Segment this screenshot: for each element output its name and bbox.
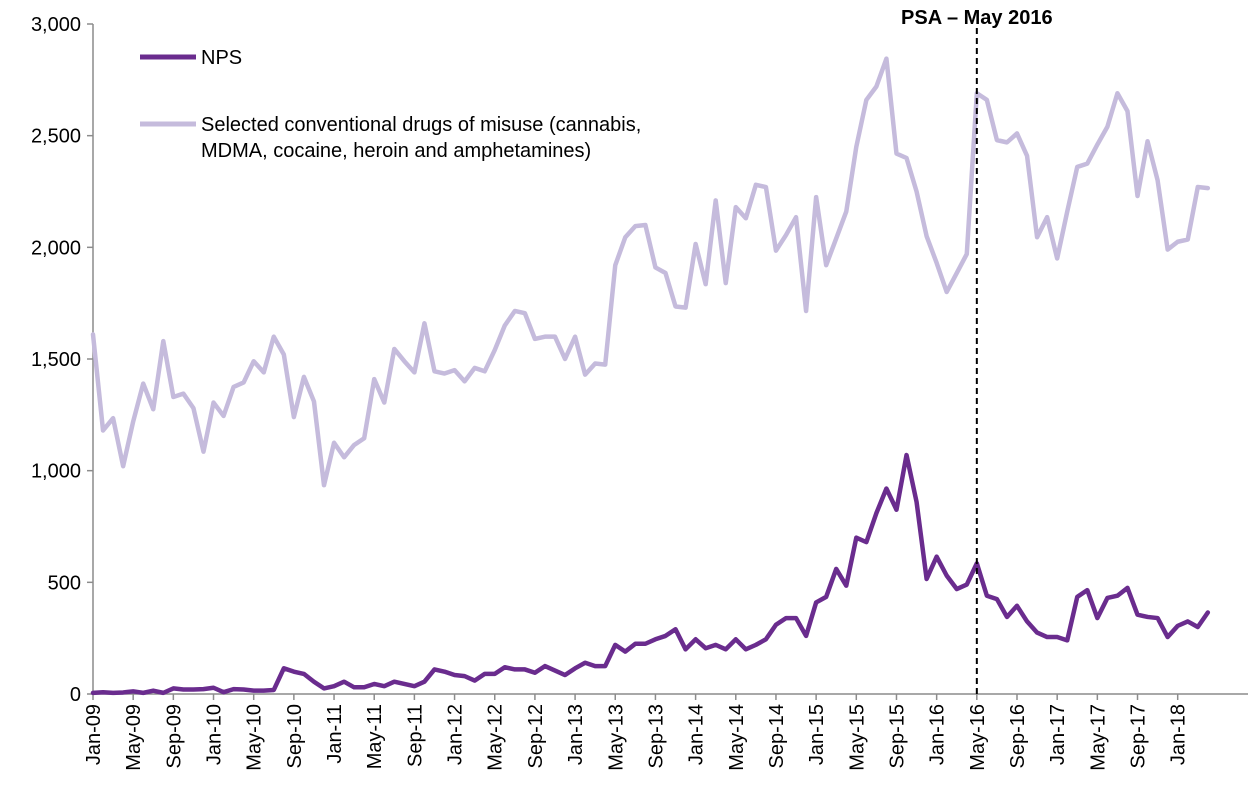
x-tick-label: Jan-11 <box>324 704 346 764</box>
x-tick-label: Jan-16 <box>927 704 949 765</box>
x-axis: Jan-09 May-09 Sep-09 Jan-10 May-10 Sep-10 Jan-… <box>83 693 1248 771</box>
x-tick-label: May-11 <box>364 704 386 769</box>
x-tick-label: Sep-13 <box>645 704 667 769</box>
y-tick-label: 0 <box>70 684 81 706</box>
x-tick-label: Sep-10 <box>284 704 306 769</box>
x-tick-label: May-16 <box>967 704 989 771</box>
x-tick-label: Sep-11 <box>404 704 426 767</box>
x-tick-label: Jan-12 <box>445 704 467 765</box>
x-tick-label: May-09 <box>123 704 145 771</box>
y-tick-label: 500 <box>48 572 81 594</box>
x-tick-label: Jan-14 <box>686 704 708 765</box>
y-tick-label: 1,500 <box>31 349 81 371</box>
x-tick-label: Sep-12 <box>525 704 547 769</box>
y-tick-label: 2,500 <box>31 126 81 148</box>
x-tick-label: Jan-15 <box>806 704 828 765</box>
x-tick-label: Jan-17 <box>1047 704 1069 765</box>
x-tick-label: Jan-18 <box>1168 704 1190 765</box>
x-tick-label: Sep-14 <box>766 704 788 769</box>
psa-annotation-label: PSA – May 2016 <box>901 7 1053 29</box>
x-tick-label: May-13 <box>605 704 627 771</box>
x-tick-label: May-15 <box>846 704 868 771</box>
x-tick-label: May-17 <box>1087 704 1109 771</box>
x-tick-label: Sep-17 <box>1128 704 1150 769</box>
y-tick-label: 3,000 <box>31 14 81 36</box>
y-tick-label: 2,000 <box>31 237 81 259</box>
x-tick-label: Jan-13 <box>565 704 587 765</box>
y-tick-label: 1,000 <box>31 461 81 483</box>
series-line-nps <box>90 452 1211 696</box>
x-tick-label: Jan-10 <box>204 704 226 765</box>
y-axis: 0 500 1,000 1,500 2,000 2,500 3,000 <box>31 14 94 706</box>
x-tick-label: Sep-15 <box>886 704 908 769</box>
legend-label-conventional: Selected conventional drugs of misuse (c… <box>201 114 647 162</box>
x-tick-label: Jan-09 <box>83 704 105 765</box>
x-tick-label: May-12 <box>485 704 507 771</box>
x-tick-label: Sep-16 <box>1007 704 1029 769</box>
legend-label-nps: NPS <box>201 47 242 69</box>
annotation: PSA – May 2016 <box>901 7 1053 694</box>
x-tick-label: May-10 <box>244 704 266 771</box>
series-line-conventional <box>90 56 1211 488</box>
x-tick-label: May-14 <box>726 704 748 771</box>
legend: NPS Selected conventional drugs of misus… <box>140 47 647 162</box>
x-tick-label: Sep-09 <box>163 704 185 769</box>
plot-area <box>90 56 1211 696</box>
